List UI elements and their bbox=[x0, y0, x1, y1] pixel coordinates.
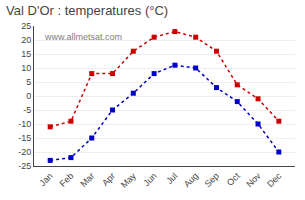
svg-text:Mar: Mar bbox=[78, 171, 96, 189]
svg-text:Feb: Feb bbox=[58, 171, 76, 189]
svg-text:10: 10 bbox=[21, 63, 31, 73]
svg-text:Jan: Jan bbox=[37, 171, 54, 188]
svg-text:5: 5 bbox=[26, 77, 31, 87]
svg-text:0: 0 bbox=[26, 91, 31, 101]
svg-text:Oct: Oct bbox=[225, 170, 242, 187]
svg-text:Sep: Sep bbox=[203, 171, 221, 189]
svg-text:-5: -5 bbox=[23, 105, 31, 115]
svg-text:www.allmetsat.com: www.allmetsat.com bbox=[44, 32, 122, 42]
svg-text:Jun: Jun bbox=[141, 171, 158, 188]
svg-text:May: May bbox=[119, 170, 138, 189]
svg-text:Val D'Or : temperatures (°C): Val D'Or : temperatures (°C) bbox=[6, 3, 168, 18]
svg-text:-15: -15 bbox=[18, 133, 31, 143]
svg-text:25: 25 bbox=[21, 21, 31, 31]
svg-text:-20: -20 bbox=[18, 147, 31, 157]
svg-text:Nov: Nov bbox=[244, 170, 263, 189]
svg-text:-10: -10 bbox=[18, 119, 31, 129]
svg-text:Aug: Aug bbox=[182, 171, 200, 189]
svg-text:-25: -25 bbox=[18, 161, 31, 171]
svg-text:Jul: Jul bbox=[164, 171, 179, 186]
svg-text:20: 20 bbox=[21, 35, 31, 45]
svg-text:Apr: Apr bbox=[100, 171, 117, 188]
svg-text:15: 15 bbox=[21, 49, 31, 59]
svg-text:Dec: Dec bbox=[265, 170, 284, 189]
